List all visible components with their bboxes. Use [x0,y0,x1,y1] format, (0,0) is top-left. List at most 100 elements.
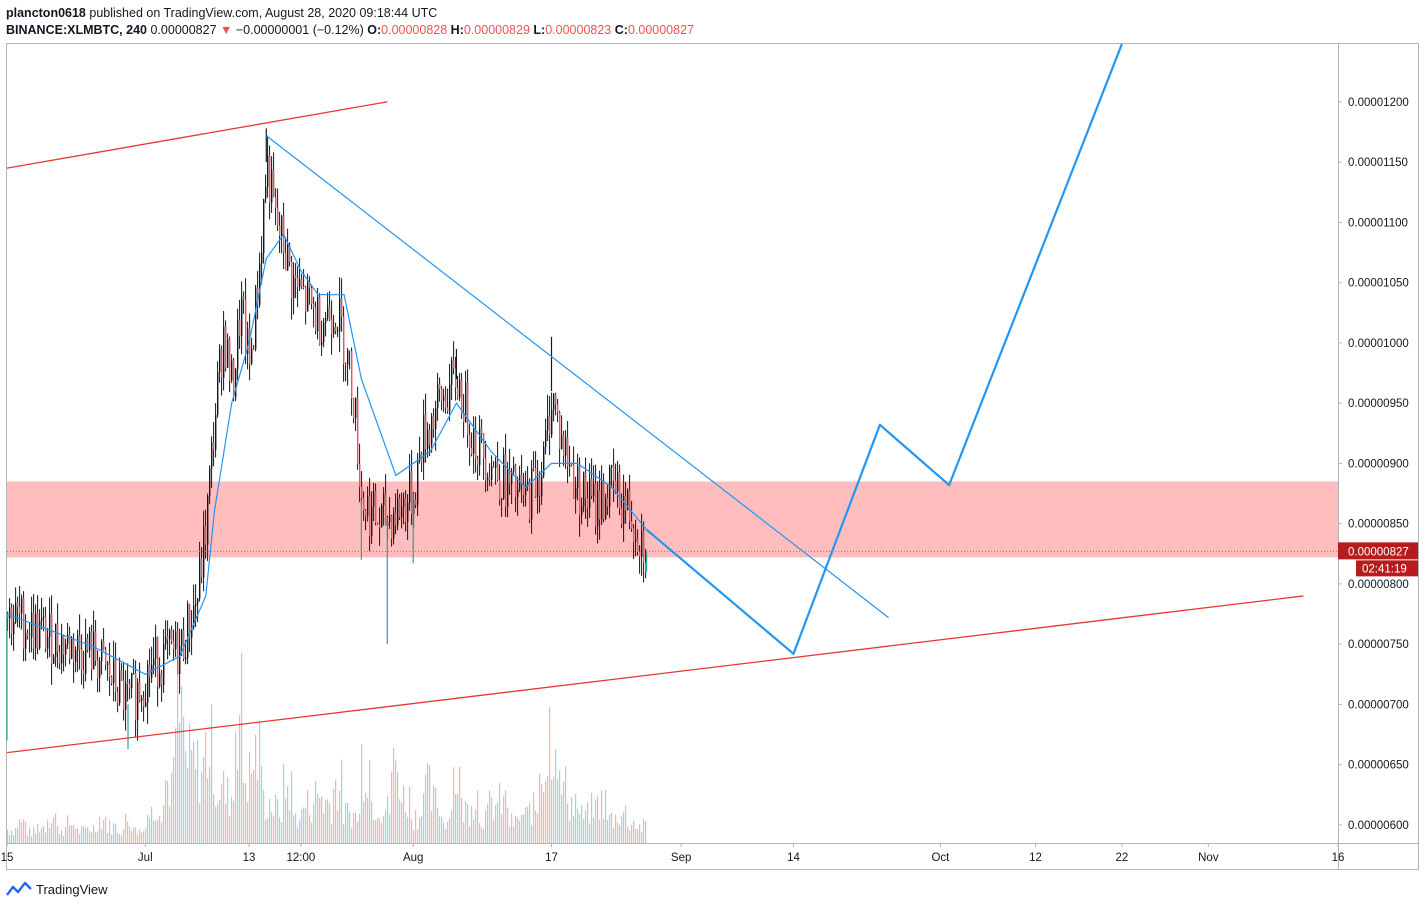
candle-body [329,306,331,320]
volume-bar [201,771,203,843]
volume-bar [443,822,445,843]
symbol-label[interactable]: BINANCE:XLMBTC, 240 [6,23,147,37]
candle-body [501,499,503,501]
volume-bar [625,805,627,843]
volume-bar [63,835,65,843]
volume-bar [463,822,465,843]
candle-body [615,480,617,492]
candle-body [225,326,227,368]
author-name[interactable]: plancton0618 [6,6,86,20]
candle-body [605,498,607,519]
price-tick-label: 0.00000700 [1348,699,1409,711]
volume-bar [483,829,485,843]
drawings[interactable] [6,43,1304,754]
volume-bar [197,740,199,843]
volume-bar [257,780,259,843]
candle-body [299,279,301,287]
candle-body [21,598,23,614]
candle-body [455,368,457,388]
candle-body [149,664,151,678]
candle-body [393,513,395,539]
volume-bar [409,786,411,843]
candle-body [457,387,459,398]
volume-bar [225,803,227,843]
price-axis[interactable]: 0.00001200 0.00001150 0.00001100 0.00001050… [1338,97,1409,832]
candle-body [433,415,435,430]
candle-body [419,454,421,461]
candle-body [155,637,157,659]
candle-body [53,656,55,664]
candle-body [565,437,567,456]
time-tick-label: Jul [138,852,153,864]
candle-body [51,613,53,664]
candle-body [377,522,379,525]
candle-body [429,430,431,445]
candle-body [233,360,235,398]
volume-bar [405,812,407,843]
candle-body [107,663,109,665]
volume-bar [221,783,223,843]
candle-body [539,477,541,497]
candle-body [93,631,95,670]
candles[interactable] [6,128,648,749]
volume-bar [493,819,495,843]
time-tick-label: 12:00 [286,852,315,864]
candle-body [159,673,161,687]
candle-body [251,348,253,364]
volume-bar [21,822,23,843]
volume-bar [249,751,251,843]
volume-bar [565,766,567,843]
candle-body [503,454,505,500]
candle-body [313,303,315,308]
candle-body [95,631,97,661]
volume-bars [7,653,647,843]
volume-bar [27,835,29,843]
price-tick-label: 0.00001150 [1348,157,1408,169]
volume-bar [397,772,399,843]
volume-bar [255,734,257,843]
volume-bar [325,799,327,843]
down-arrow-icon: ▼ [220,23,233,37]
candle-body [35,613,37,649]
high-value: 0.00000829 [463,23,530,37]
volume-bar [239,714,241,843]
volume-bar [187,767,189,843]
volume-bar [427,763,429,843]
candle-body [167,636,169,640]
volume-bar [527,806,529,843]
candle-body [275,197,277,208]
volume-bar [379,818,381,843]
volume-bar [23,819,25,843]
volume-bar [365,792,367,843]
candle-body [381,505,383,528]
candle-body [307,283,309,312]
volume-bar [433,785,435,843]
volume-bar [109,820,111,843]
volume-bar [11,830,13,843]
volume-bar [609,814,611,843]
low-label: L: [533,23,546,37]
candle-body [265,187,267,199]
candle-body [425,414,427,449]
support-zone-rect [7,481,1338,558]
volume-bar [133,827,135,843]
candle-body [223,326,225,378]
volume-bar [153,820,155,843]
volume-bar [561,794,563,843]
volume-bar [13,835,15,843]
volume-bar [627,827,629,843]
volume-bar [157,820,159,843]
candle-body [189,603,191,638]
volume-bar [431,811,433,843]
candle-body [229,339,231,381]
volume-bar [533,792,535,843]
support-zone[interactable] [7,481,1338,558]
candle-body [611,464,613,467]
volume-bar [341,759,343,843]
footer[interactable]: TradingView [6,879,108,899]
time-axis[interactable]: 15 Jul 13 12:00 Aug 17 Sep 14 Oct 12 22 Nov 16 [1,843,1345,864]
volume-bar [349,811,351,843]
volume-bar [287,786,289,843]
volume-bar [305,807,307,843]
